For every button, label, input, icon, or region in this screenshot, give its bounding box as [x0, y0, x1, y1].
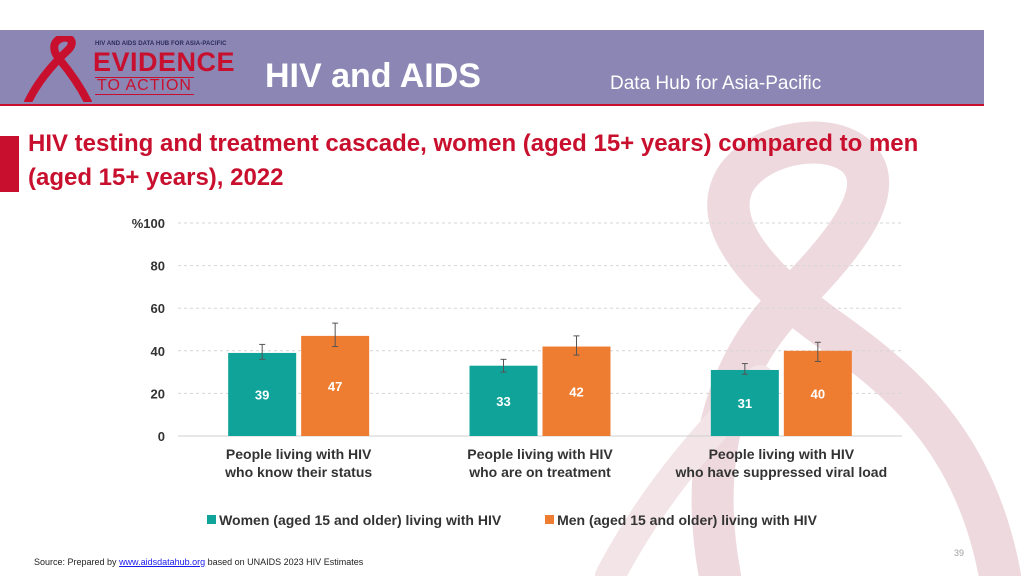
- source-prefix: Source: Prepared by: [34, 557, 120, 567]
- data-label: 47: [328, 379, 342, 394]
- header-title: HIV and AIDS: [265, 57, 481, 95]
- x-category-label: People living with HIV: [709, 446, 855, 462]
- page-number: 39: [954, 548, 965, 558]
- slide-title: HIV testing and treatment cascade, women…: [28, 130, 919, 191]
- data-label: 42: [569, 384, 583, 399]
- legend-item-men: Men (aged 15 and older) living with HIV: [545, 512, 817, 528]
- y-tick-label: %100: [132, 216, 165, 231]
- y-tick-label: 0: [158, 429, 165, 444]
- y-tick-label: 20: [151, 386, 165, 401]
- chart-legend: Women (aged 15 and older) living with HI…: [0, 512, 1024, 528]
- y-tick-label: 60: [151, 301, 165, 316]
- legend-swatch-men: [545, 515, 555, 524]
- logo-top-text: HIV AND AIDS DATA HUB FOR ASIA-PACIFIC: [95, 41, 227, 47]
- data-label: 39: [255, 387, 269, 402]
- red-ribbon-icon: [24, 36, 92, 102]
- source-note: Source: Prepared by www.aidsdatahub.org …: [34, 557, 363, 567]
- bar: [542, 346, 611, 436]
- source-suffix: based on UNAIDS 2023 HIV Estimates: [205, 557, 364, 567]
- source-link[interactable]: www.aidsdatahub.org: [119, 557, 206, 567]
- legend-item-women: Women (aged 15 and older) living with HI…: [207, 512, 501, 528]
- x-category-label: who are on treatment: [468, 464, 611, 480]
- data-label: 31: [738, 396, 752, 411]
- bar: [469, 365, 538, 436]
- logo-main-text: EVIDENCE: [93, 47, 236, 77]
- logo-sub-text: TO ACTION: [95, 77, 194, 95]
- x-category-label: People living with HIV: [226, 446, 372, 462]
- data-label: 33: [496, 394, 510, 409]
- x-category-label: People living with HIV: [467, 446, 613, 462]
- legend-swatch-women: [207, 515, 217, 524]
- bar: [710, 369, 779, 436]
- legend-label-women: Women (aged 15 and older) living with HI…: [219, 512, 502, 528]
- header-band: HIV AND AIDS DATA HUB FOR ASIA-PACIFIC E…: [0, 30, 984, 106]
- header-subtitle: Data Hub for Asia-Pacific: [610, 73, 822, 94]
- title-accent-bar: [0, 136, 19, 192]
- x-category-label: who have suppressed viral load: [675, 464, 888, 480]
- y-tick-label: 80: [151, 259, 165, 274]
- legend-label-men: Men (aged 15 and older) living with HIV: [557, 512, 817, 528]
- bar: [301, 335, 370, 436]
- x-category-label: who know their status: [224, 464, 372, 480]
- data-label: 40: [811, 386, 825, 401]
- bar: [783, 350, 852, 436]
- evidence-to-action-logo[interactable]: HIV AND AIDS DATA HUB FOR ASIA-PACIFIC E…: [18, 36, 243, 102]
- bar: [228, 352, 297, 436]
- y-tick-label: 40: [151, 344, 165, 359]
